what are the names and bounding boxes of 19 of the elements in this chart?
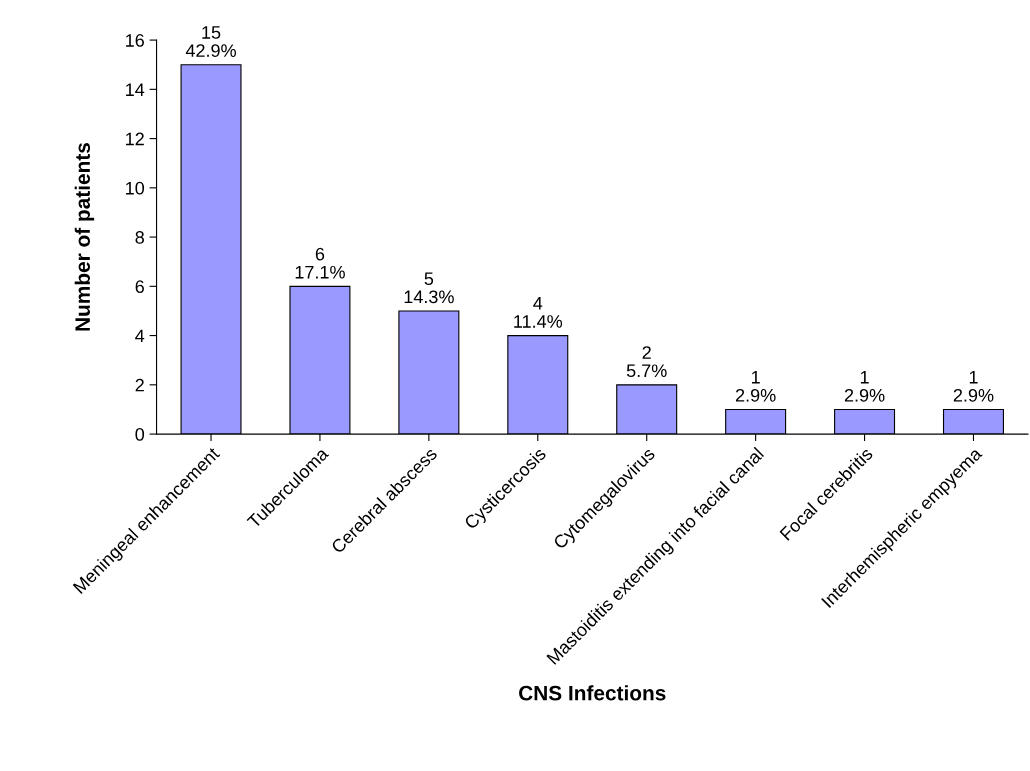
data-label: 6 17.1% xyxy=(295,247,345,279)
y-tick-label: 6 xyxy=(135,280,144,294)
y-tick-label: 8 xyxy=(135,231,144,244)
y-tick-label: 0 xyxy=(135,428,145,441)
data-label: 15 42.9% xyxy=(185,26,236,57)
y-tick-label: 12 xyxy=(126,132,144,146)
data-label: 4 11.4% xyxy=(514,297,563,328)
data-label: 1 2.9% xyxy=(844,370,885,402)
data-label: 1 2.9% xyxy=(953,370,994,402)
data-label: 1 2.9% xyxy=(735,370,776,402)
y-tick-label: 10 xyxy=(126,181,145,195)
y-tick-label: 16 xyxy=(126,34,144,47)
y-tick-label: 2 xyxy=(135,378,144,392)
data-label: 2 5.7% xyxy=(626,346,667,378)
y-tick-label: 4 xyxy=(135,329,145,343)
data-label: 5 14.3% xyxy=(404,272,454,304)
x-axis-title: CNS Infections xyxy=(519,685,666,701)
y-axis-title: Number of patients xyxy=(74,143,95,331)
y-tick-label: 14 xyxy=(126,83,145,96)
